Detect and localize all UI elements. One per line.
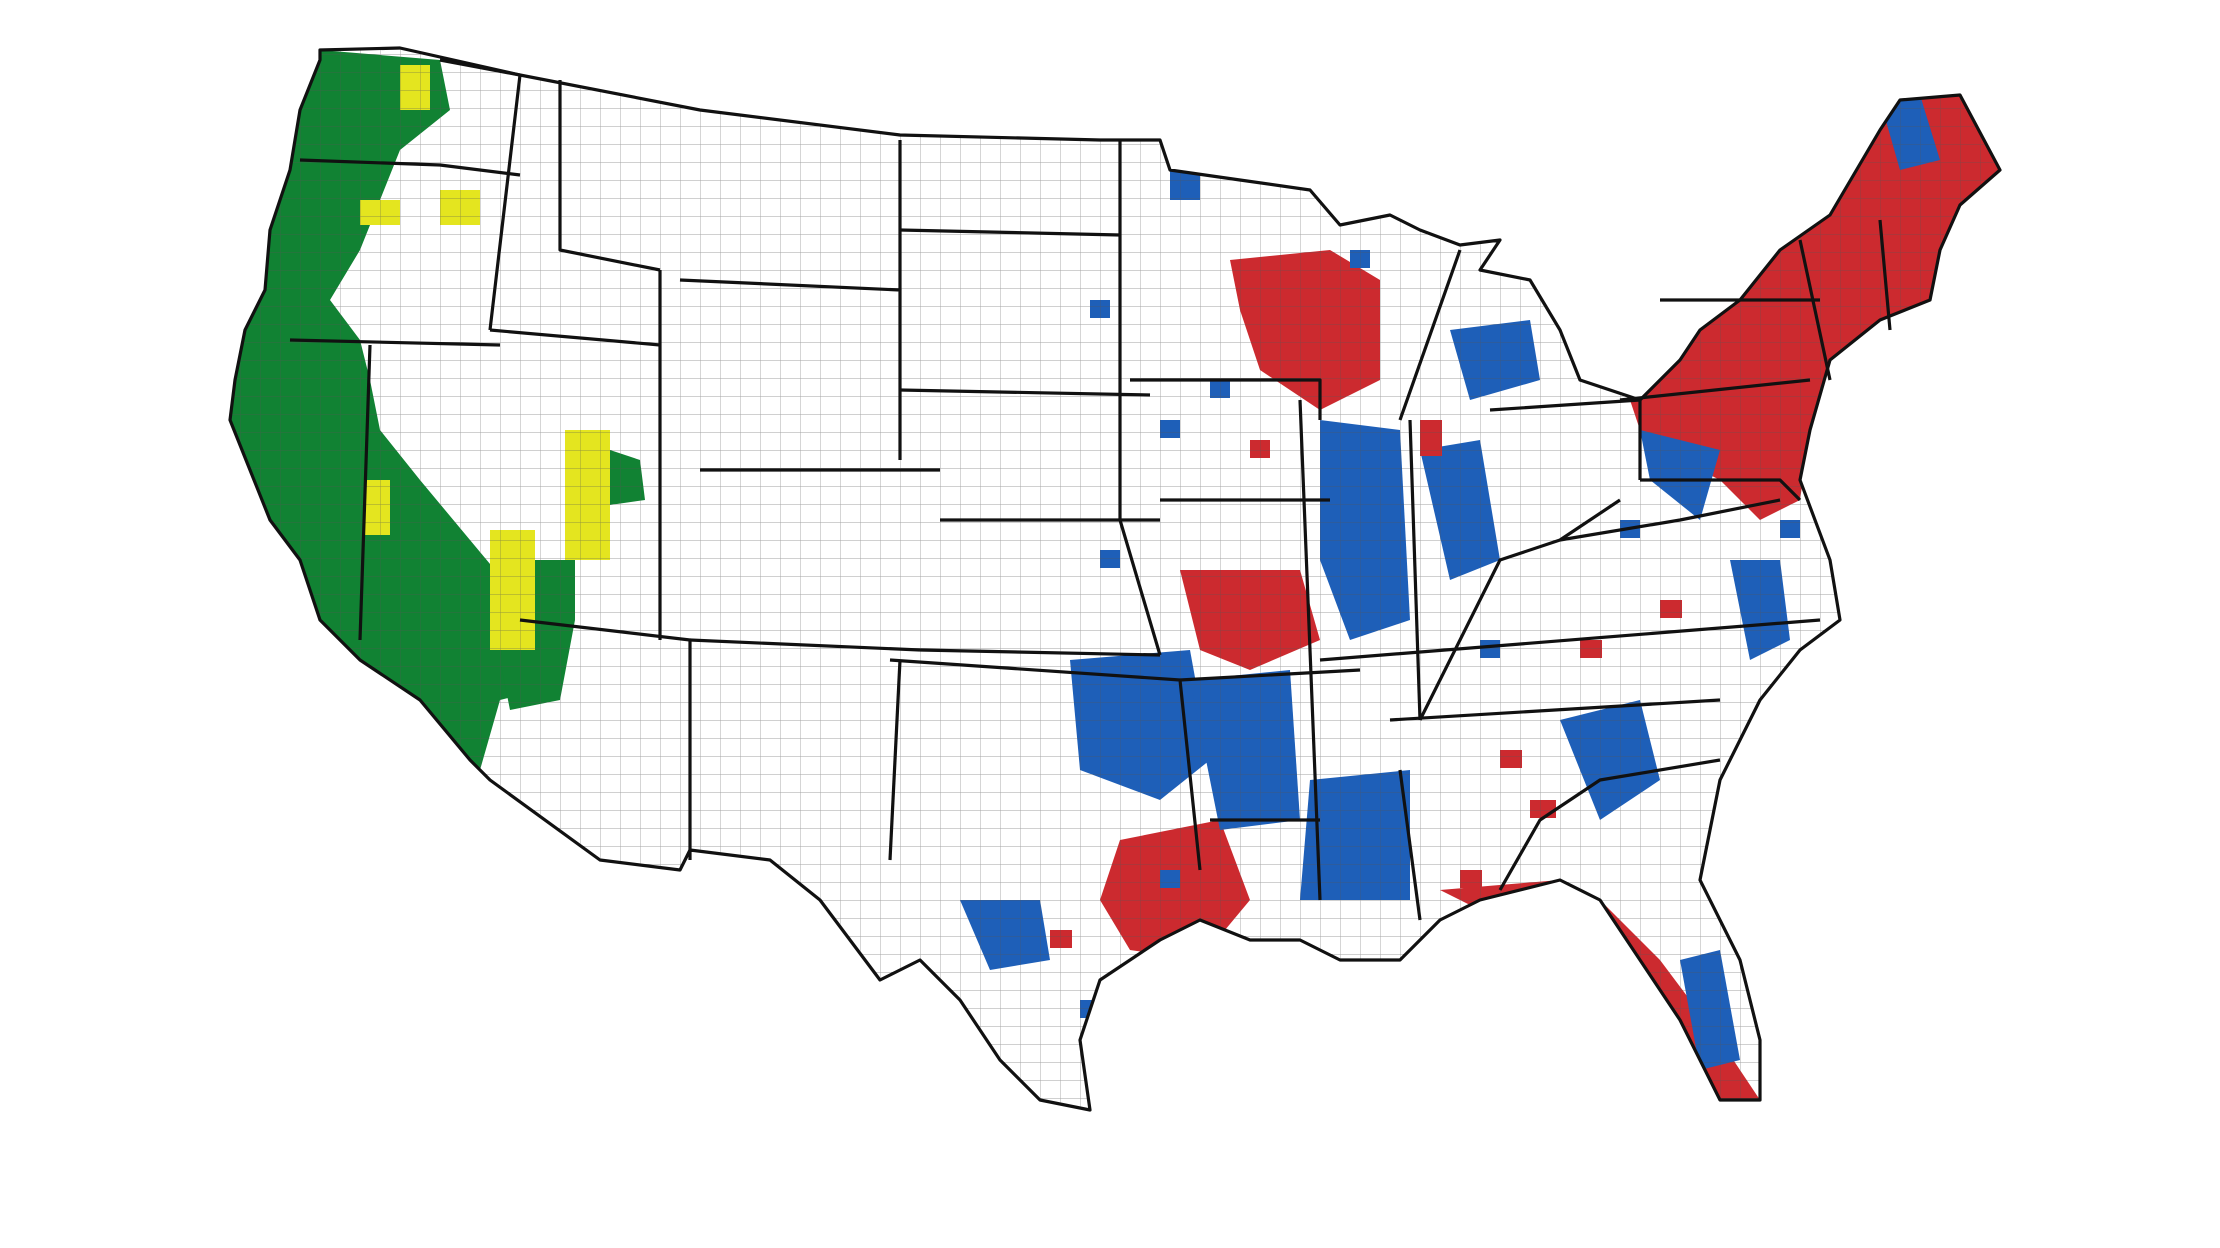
state-borders (228, 46, 2002, 1112)
